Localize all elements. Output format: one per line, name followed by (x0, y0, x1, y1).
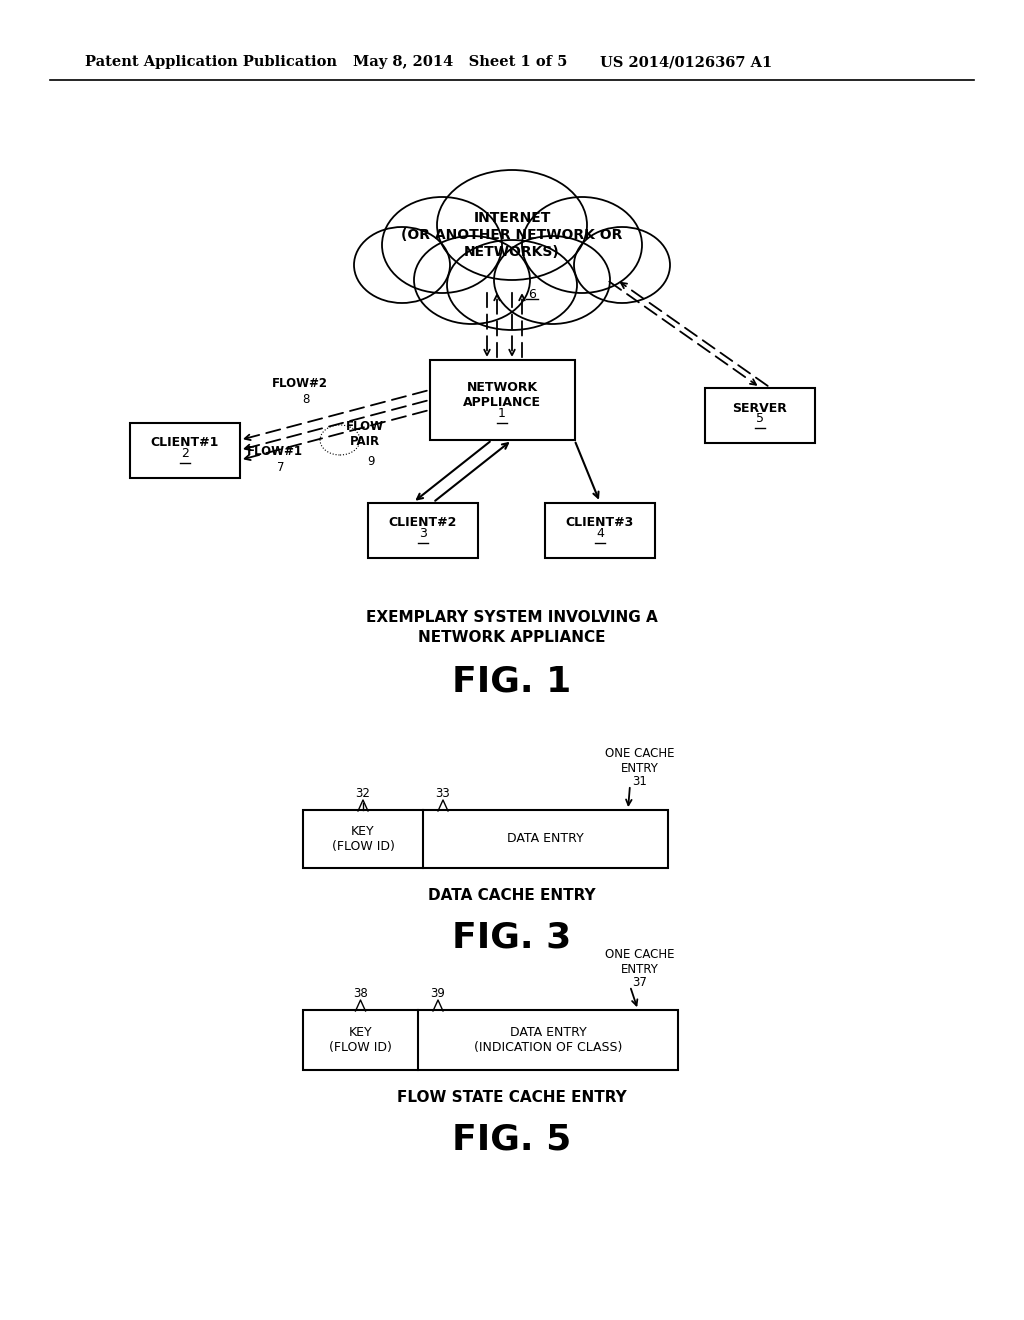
Text: ONE CACHE
ENTRY: ONE CACHE ENTRY (605, 948, 675, 975)
Text: FIG. 1: FIG. 1 (453, 665, 571, 700)
Text: FLOW
PAIR: FLOW PAIR (346, 420, 384, 447)
Ellipse shape (437, 170, 587, 280)
Text: ONE CACHE
ENTRY: ONE CACHE ENTRY (605, 747, 675, 775)
Bar (303, 810, 668, 869)
Text: DATA CACHE ENTRY: DATA CACHE ENTRY (428, 888, 596, 903)
Text: 32: 32 (355, 787, 371, 800)
Text: 7: 7 (278, 461, 285, 474)
Bar (303, 1010, 678, 1071)
Bar (705, 388, 815, 442)
Text: NETWORK
APPLIANCE: NETWORK APPLIANCE (463, 381, 541, 409)
Text: 5: 5 (756, 412, 764, 425)
Ellipse shape (354, 227, 450, 304)
Text: 31: 31 (633, 775, 647, 788)
Text: DATA ENTRY: DATA ENTRY (507, 833, 584, 846)
Text: 33: 33 (435, 787, 451, 800)
Text: FIG. 3: FIG. 3 (453, 921, 571, 954)
Text: 6: 6 (528, 289, 536, 301)
Ellipse shape (414, 236, 530, 323)
Text: INTERNET
(OR ANOTHER NETWORK OR
NETWORKS): INTERNET (OR ANOTHER NETWORK OR NETWORKS… (401, 211, 623, 259)
Text: FLOW#1: FLOW#1 (247, 445, 303, 458)
Text: 9: 9 (368, 455, 375, 469)
Text: 37: 37 (633, 975, 647, 989)
Bar (368, 503, 478, 557)
Text: FIG. 5: FIG. 5 (453, 1123, 571, 1158)
Bar (429, 360, 574, 440)
Text: SERVER: SERVER (732, 401, 787, 414)
Text: 38: 38 (353, 987, 368, 1001)
Ellipse shape (382, 197, 502, 293)
Bar (130, 422, 240, 478)
Text: 3: 3 (419, 527, 427, 540)
Text: KEY
(FLOW ID): KEY (FLOW ID) (332, 825, 394, 853)
Text: 8: 8 (302, 393, 309, 407)
Ellipse shape (522, 197, 642, 293)
Text: NETWORK APPLIANCE: NETWORK APPLIANCE (418, 631, 606, 645)
Ellipse shape (574, 227, 670, 304)
Text: 2: 2 (181, 447, 189, 459)
Text: 1: 1 (498, 407, 506, 420)
Text: KEY
(FLOW ID): KEY (FLOW ID) (329, 1026, 392, 1053)
Text: FLOW STATE CACHE ENTRY: FLOW STATE CACHE ENTRY (397, 1090, 627, 1106)
Text: DATA ENTRY
(INDICATION OF CLASS): DATA ENTRY (INDICATION OF CLASS) (474, 1026, 623, 1053)
Text: 39: 39 (430, 987, 445, 1001)
Text: CLIENT#3: CLIENT#3 (566, 516, 634, 529)
Text: 4: 4 (596, 527, 604, 540)
Text: May 8, 2014   Sheet 1 of 5: May 8, 2014 Sheet 1 of 5 (353, 55, 567, 69)
Ellipse shape (494, 236, 610, 323)
Text: CLIENT#2: CLIENT#2 (389, 516, 457, 529)
Text: CLIENT#1: CLIENT#1 (151, 437, 219, 450)
Text: EXEMPLARY SYSTEM INVOLVING A: EXEMPLARY SYSTEM INVOLVING A (367, 610, 657, 626)
Text: Patent Application Publication: Patent Application Publication (85, 55, 337, 69)
Text: US 2014/0126367 A1: US 2014/0126367 A1 (600, 55, 772, 69)
Text: FLOW#2: FLOW#2 (272, 378, 328, 389)
Ellipse shape (447, 240, 577, 330)
Bar (545, 503, 655, 557)
